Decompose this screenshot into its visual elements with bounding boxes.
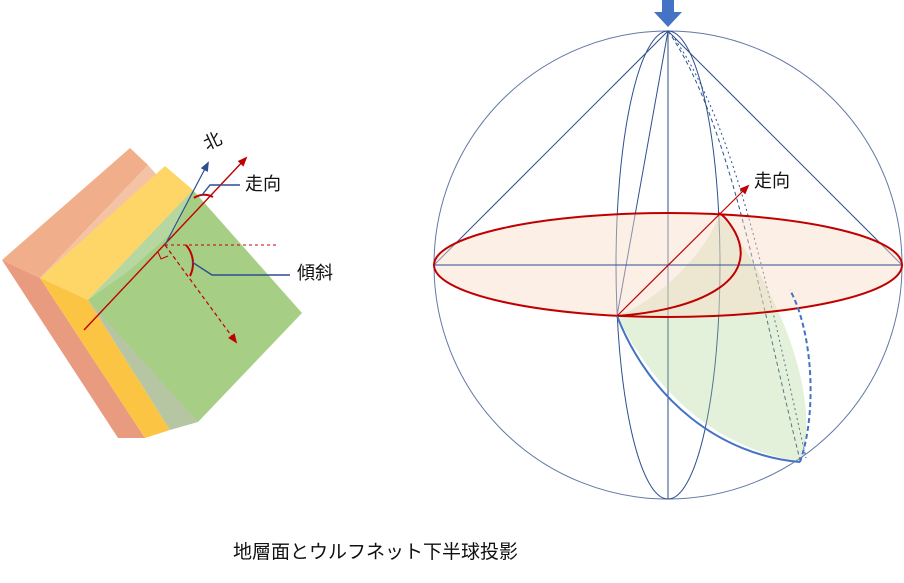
strike-leader-line — [201, 184, 240, 196]
cone-line-right — [667, 30, 903, 266]
strike-arc-red — [616, 212, 742, 317]
layer-green-front — [88, 298, 198, 430]
right-angle-mark — [157, 251, 169, 260]
cone-line-left — [433, 30, 669, 266]
layer-green-shade — [88, 190, 193, 300]
layer-yellow-front — [40, 278, 170, 438]
dip-angle-arc — [185, 244, 194, 277]
figure-caption: 地層面とウルフネット下半球投影 — [233, 541, 519, 563]
dip-leader-line — [191, 261, 290, 276]
projection-arrow-icon — [654, 0, 682, 27]
dip-direction-arrow — [164, 244, 238, 344]
dip-label: 傾斜 — [297, 263, 333, 284]
strike-angle-arc — [193, 193, 214, 199]
north-arrow — [164, 161, 209, 246]
lower-great-circle — [616, 315, 801, 463]
layer-salmon-front — [2, 260, 145, 438]
strike-label-net: 走向 — [754, 171, 790, 192]
strata-block — [2, 148, 302, 438]
layer-salmon-top — [2, 148, 148, 278]
cone-line-front — [616, 30, 669, 317]
layer-yellow-top — [40, 166, 193, 300]
inclined-plane-fill — [617, 213, 807, 462]
strike-label-block: 走向 — [245, 174, 281, 195]
wulff-net — [433, 0, 903, 500]
lower-great-circle-dashed — [789, 289, 812, 463]
strike-arrow-net — [616, 184, 750, 317]
